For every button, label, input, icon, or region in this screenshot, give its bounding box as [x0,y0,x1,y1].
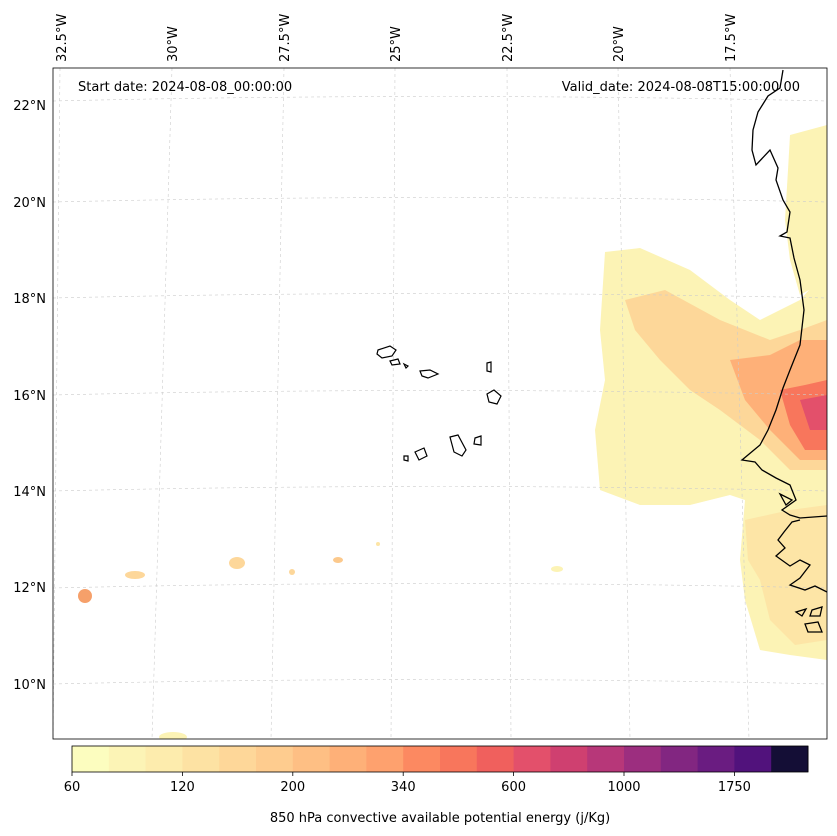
gridline-lon-30 [151,68,173,739]
colorbar-tick-label: 1000 [607,780,640,795]
gridline-lat-10 [53,679,827,685]
island-sal [486,361,492,373]
cape-spot-3 [229,557,245,569]
latitude-labels: 22°N 20°N 18°N 16°N 14°N 12°N 10°N [13,99,46,693]
valid-date-label: Valid_date: 2024-08-08T15:00:00.00 [562,80,800,95]
lat-label-10n: 10°N [13,678,46,693]
island-santa-luzia [402,362,410,370]
gridline-lat-22 [53,96,827,102]
cape-spot-5 [333,557,343,563]
colorbar-swatch [550,746,588,772]
island-santiago [449,434,467,457]
island-boa-vista [486,389,502,405]
lon-label-17_5w: 17.5°W [724,14,739,62]
lat-label-20n: 20°N [13,196,46,211]
gridline-lat-14 [53,486,827,492]
colorbar-swatch [329,746,367,772]
gridline-lat-20 [53,197,827,203]
gridline-lon-20 [617,68,631,739]
lat-label-22n: 22°N [13,99,46,114]
lon-label-32_5w: 32.5°W [55,14,70,62]
gridline-lon-27_5 [270,68,285,739]
island-fogo [414,447,428,461]
coast-inlet-1 [778,492,794,507]
island-maio [473,435,482,446]
gridline-lon-25 [390,68,396,739]
lat-label-12n: 12°N [13,581,46,596]
lat-label-18n: 18°N [13,292,46,307]
colorbar-swatch [440,746,478,772]
cape-spot-4 [289,569,295,575]
lon-label-30w: 30°W [166,26,181,62]
colorbar-swatch [108,746,147,772]
colorbar-tick-label: 600 [501,780,526,795]
longitude-labels: 32.5°W 30°W 27.5°W 25°W 22.5°W 20°W 17.5… [55,14,739,62]
colorbar-swatch [292,746,331,772]
gridlines [53,68,827,739]
island-brava [403,455,409,462]
island-sao-vicente [389,358,401,366]
colorbar-title: 850 hPa convective available potential e… [270,811,610,826]
colorbar-swatch [771,746,809,772]
africa-coastline [740,69,827,519]
colorbar-frame [71,745,809,773]
colorbar-swatch [660,746,699,772]
cape-region-south [745,505,827,645]
colorbar-ticks: 60 120 200 340 600 1000 1750 [64,772,751,795]
colorbar-tick-label: 340 [391,780,416,795]
lon-label-22_5w: 22.5°W [501,14,516,62]
colorbar-swatch [476,746,515,772]
colorbar-tick-label: 120 [170,780,195,795]
colorbar-swatch [182,746,220,772]
colorbar-swatch [145,746,183,772]
colorbar-tick-label: 60 [64,780,81,795]
colorbar-swatches [72,746,809,772]
colorbar-swatch [734,746,772,772]
gridline-lon-17_5 [729,68,750,739]
cape-spot-2 [125,571,145,579]
cape-region-peak [800,395,827,430]
island-santo-antao [376,345,397,359]
colorbar-swatch [697,746,735,772]
gridline-lon-22_5 [506,68,512,739]
map-frame [52,67,828,740]
lon-label-25w: 25°W [389,26,404,62]
lon-label-27_5w: 27.5°W [278,14,293,62]
gridline-lon-32_5 [53,68,61,739]
gridline-lat-12 [53,583,827,589]
colorbar-swatch [513,746,551,772]
lat-label-16n: 16°N [13,389,46,404]
cape-region-north [785,125,827,295]
cape-spot-6 [376,542,380,546]
colorbar-swatch [256,746,294,772]
cape-verde-islands [376,345,502,462]
colorbar-swatch [624,746,662,772]
africa-coastline-south [774,519,827,593]
cape-field [78,125,827,739]
colorbar-tick-label: 200 [280,780,305,795]
colorbar-swatch [403,746,441,772]
coastlines [740,69,827,633]
lon-label-20w: 20°W [612,26,627,62]
start-date-label: Start date: 2024-08-08_00:00:00 [78,80,292,95]
colorbar-swatch [366,746,404,772]
cape-spot-1 [78,589,92,603]
gridline-lat-18 [53,293,827,299]
colorbar-tick-label: 1750 [718,780,751,795]
island-sao-nicolau [419,369,440,379]
colorbar-swatch [219,746,257,772]
cape-spot-7 [551,566,563,572]
coast-inlet-4 [794,607,808,617]
colorbar: 60 120 200 340 600 1000 1750 850 hPa convectiv… [64,745,809,826]
coast-inlet-3 [804,621,823,633]
colorbar-swatch [72,746,110,772]
coast-inlet-2 [809,606,823,617]
gridline-lat-16 [53,390,827,396]
colorbar-swatch [587,746,625,772]
lat-label-14n: 14°N [13,485,46,500]
cape-spot-8 [159,732,187,739]
